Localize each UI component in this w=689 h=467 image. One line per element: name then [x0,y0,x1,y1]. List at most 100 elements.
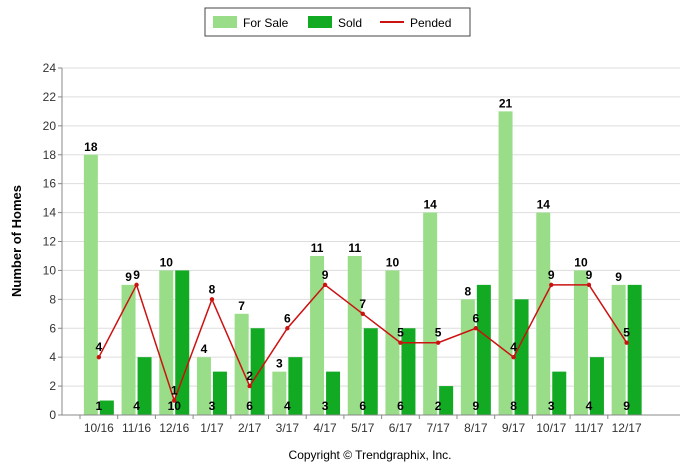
bar-sold [476,284,491,415]
bar-for-sale [272,371,287,415]
data-label-pended: 6 [473,311,480,325]
data-label-sold: 3 [548,399,555,413]
data-label-pended: 4 [96,340,103,354]
x-tick-label: 11/17 [574,421,603,435]
bar-sold [363,328,378,415]
data-label-pended: 7 [359,297,366,311]
data-label-for-sale: 7 [238,299,245,313]
bar-for-sale [347,255,362,415]
data-label-sold: 6 [397,399,404,413]
data-label-sold: 3 [209,399,216,413]
legend-label-for-sale: For Sale [243,16,289,30]
x-tick-label: 7/17 [426,421,450,435]
x-tick-label: 2/17 [238,421,262,435]
bar-for-sale [460,299,475,415]
y-tick-label: 6 [49,321,56,335]
bar-for-sale [611,284,626,415]
bar-for-sale [159,270,174,415]
pended-point [285,326,290,331]
x-tick-label: 8/17 [464,421,488,435]
data-label-sold: 10 [168,399,182,413]
data-label-for-sale: 11 [348,241,361,255]
data-label-sold: 9 [473,399,480,413]
bar-for-sale [196,357,211,415]
data-label-for-sale: 4 [201,342,208,356]
data-label-for-sale: 9 [615,270,622,284]
bar-sold [212,371,227,415]
data-label-for-sale: 9 [125,270,132,284]
bar-sold [589,357,604,415]
bar-for-sale [498,111,513,415]
data-label-sold: 2 [435,399,442,413]
pended-point [435,340,441,345]
x-tick-label: 12/16 [159,421,189,435]
data-label-for-sale: 10 [574,255,588,269]
legend-swatch-sold [308,16,332,28]
data-label-sold: 8 [510,399,517,413]
bar-for-sale [423,212,438,415]
y-tick-label: 18 [43,148,57,162]
data-label-sold: 4 [133,399,140,413]
bar-for-sale [121,284,136,415]
data-label-for-sale: 14 [423,198,437,212]
bar-for-sale [310,255,325,415]
x-tick-label: 6/17 [389,421,413,435]
data-label-for-sale: 8 [465,284,472,298]
legend: For Sale Sold Pended [204,7,471,37]
y-tick-label: 0 [49,408,56,422]
data-label-for-sale: 10 [386,255,400,269]
data-label-pended: 4 [510,340,517,354]
bar-sold [175,270,190,415]
data-label-pended: 8 [209,282,216,296]
y-tick-label: 4 [49,350,56,364]
data-label-for-sale: 3 [276,357,283,371]
pended-point [473,326,479,331]
pended-point [511,354,516,360]
data-label-pended: 1 [171,384,178,398]
data-label-for-sale: 14 [537,198,551,212]
data-label-for-sale: 21 [499,96,513,110]
bar-sold [288,357,303,415]
legend-box [204,7,471,37]
data-label-for-sale: 10 [160,255,174,269]
y-tick-label: 16 [43,177,57,191]
pended-point [586,282,592,288]
bar-sold [627,284,642,415]
bar-sold [514,299,529,415]
legend-swatch-for-sale [213,16,237,28]
x-tick-label: 3/17 [276,421,300,435]
data-label-sold: 4 [586,399,593,413]
pended-point [134,282,139,288]
data-label-pended: 5 [397,326,404,340]
x-tick-label: 12/17 [612,421,642,435]
bar-sold [439,386,454,415]
y-tick-label: 24 [43,61,57,75]
data-label-pended: 9 [322,268,329,282]
bar-for-sale [573,270,588,415]
data-label-for-sale: 11 [311,241,324,255]
data-label-pended: 2 [246,369,253,383]
pended-point [247,383,252,389]
x-tick-label: 5/17 [351,421,375,435]
y-tick-label: 20 [43,119,57,133]
data-label-for-sale: 18 [84,140,98,154]
bar-sold [552,371,567,415]
pended-point [172,398,177,403]
x-tick-label: 9/17 [502,421,526,435]
pended-point [398,340,403,345]
data-label-pended: 5 [623,326,630,340]
data-label-pended: 9 [586,268,593,282]
data-label-pended: 9 [548,268,555,282]
y-tick-label: 10 [43,263,57,277]
y-tick-label: 14 [43,206,57,220]
pended-point [209,297,215,302]
pended-point [322,282,328,288]
bar-for-sale [234,313,249,415]
y-tick-label: 12 [43,235,57,249]
y-tick-label: 8 [49,292,56,306]
copyright-text: Copyright © Trendgraphix, Inc. [289,448,452,462]
y-tick-label: 2 [49,379,56,393]
data-label-pended: 9 [133,268,140,282]
data-label-sold: 1 [96,399,103,413]
